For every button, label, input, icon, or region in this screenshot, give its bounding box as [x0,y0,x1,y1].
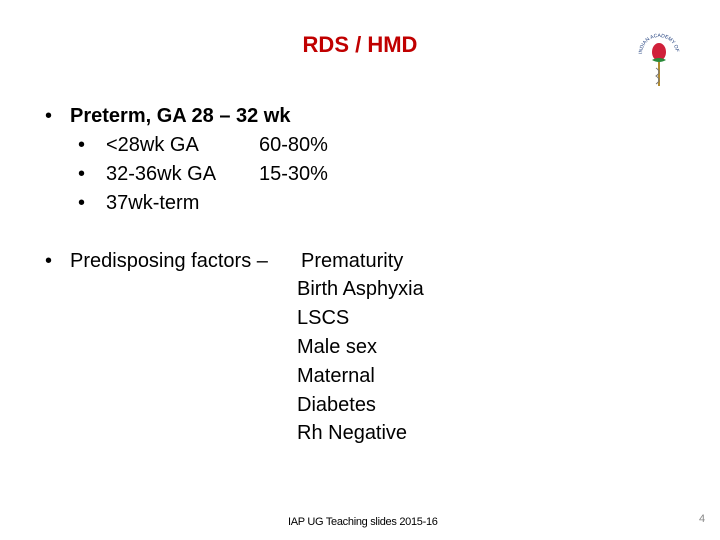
factor-item: Rh Negative [297,422,408,444]
bullet-text: Predisposing factors – [70,250,268,272]
sub-bullet-label: 32-36wk GA [106,163,217,185]
factor-item: Birth Asphyxia [297,278,424,300]
iap-logo: INDIAN ACADEMY OF PEDIATRICS [634,20,682,92]
bullet-text: Preterm, GA 28 – 32 wk [70,105,291,127]
factor-item: Male sex [297,336,378,358]
footer-text: IAP UG Teaching slides 2015-16 [288,516,438,528]
sub-bullet-label: 37wk-term [106,192,200,214]
page-number: 4 [699,513,706,525]
sub-bullet-value: 60-80% [259,134,328,156]
factor-item: LSCS [297,307,350,329]
sub-bullet-label: <28wk GA [106,134,199,156]
bullet: • [45,250,53,272]
bullet: • [78,163,86,185]
bullet: • [45,105,53,127]
sub-bullet-value: 15-30% [259,163,328,185]
bullet: • [78,134,86,156]
factor-item: Maternal [297,365,375,387]
factor-item: Prematurity [301,250,404,272]
bullet: • [78,192,86,214]
factor-item: Diabetes [297,394,376,416]
slide-title: RDS / HMD [302,32,418,57]
